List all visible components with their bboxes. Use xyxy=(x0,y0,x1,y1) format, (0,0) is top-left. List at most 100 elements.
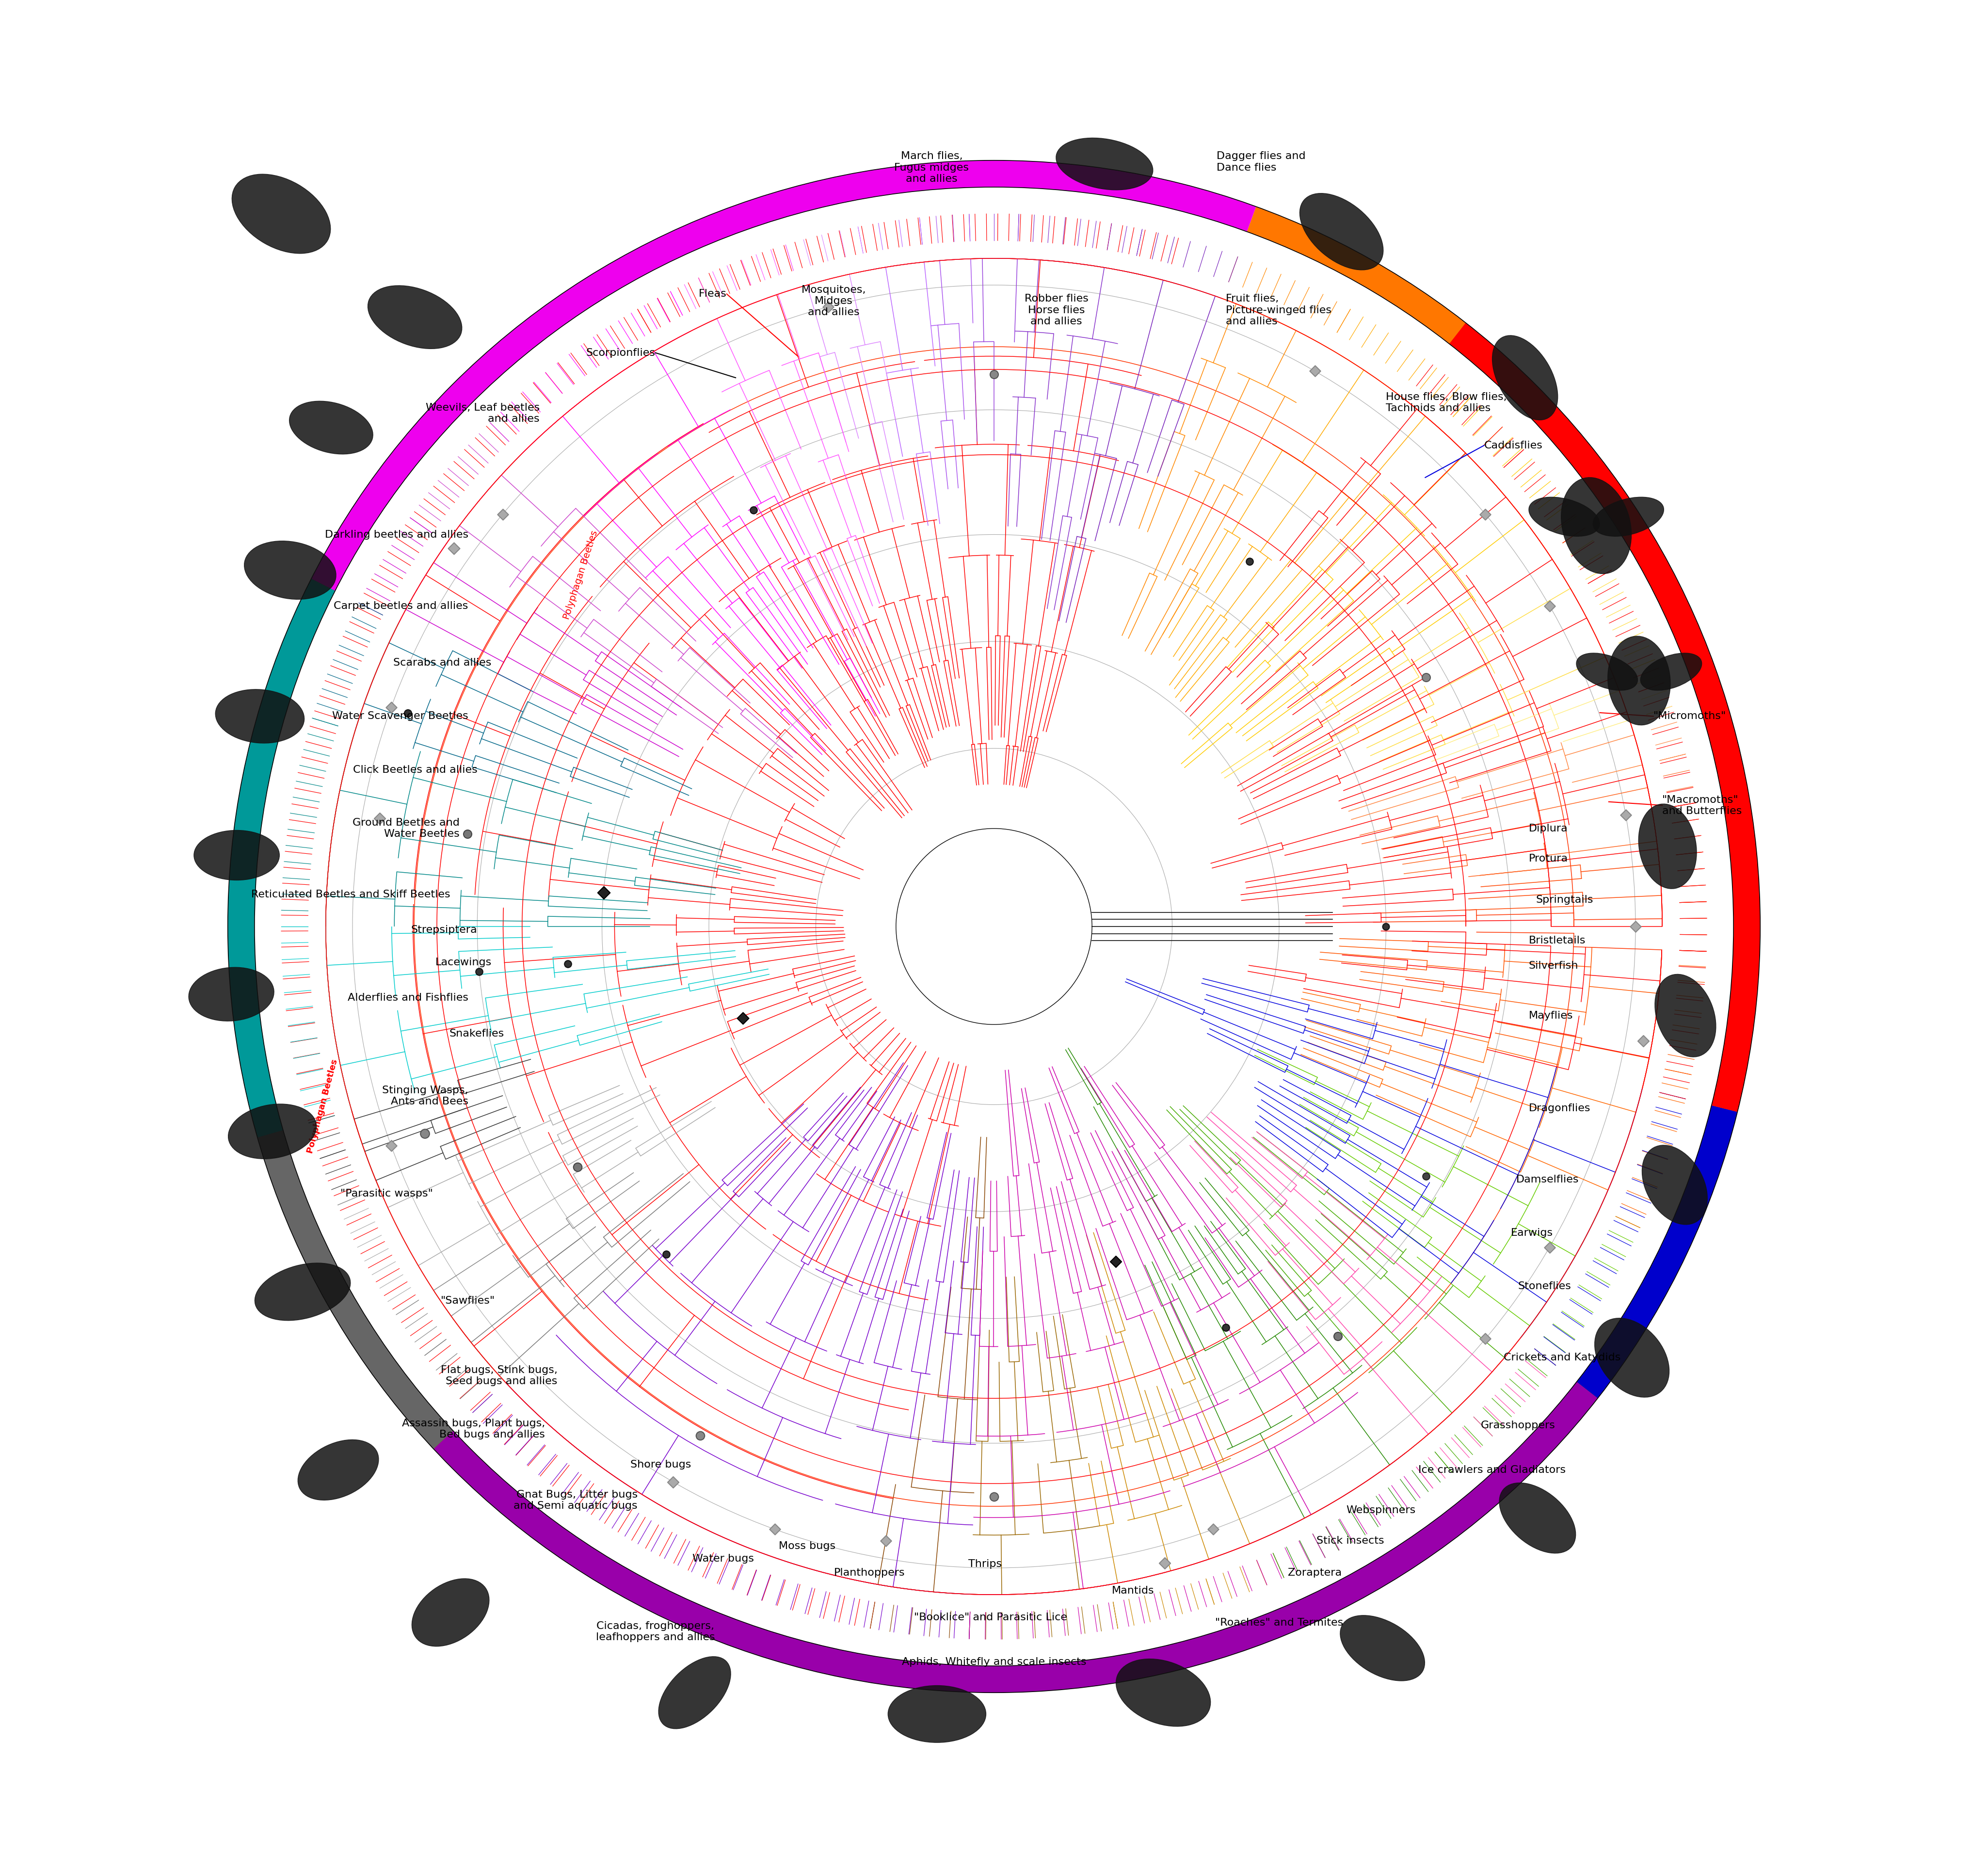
Text: Earwigs: Earwigs xyxy=(1511,1229,1553,1238)
Ellipse shape xyxy=(254,1264,350,1321)
Ellipse shape xyxy=(245,541,336,599)
Text: Scorpionflies: Scorpionflies xyxy=(586,348,656,358)
Point xyxy=(463,956,495,986)
Text: Water Scavenger Beetles: Water Scavenger Beetles xyxy=(332,712,469,721)
Text: "Booklice" and Parasitic Lice: "Booklice" and Parasitic Lice xyxy=(914,1612,1068,1621)
Text: Water bugs: Water bugs xyxy=(692,1553,753,1564)
Point xyxy=(759,1514,791,1544)
Point xyxy=(1620,912,1652,941)
Point xyxy=(553,949,584,978)
Point xyxy=(728,1002,759,1032)
Point xyxy=(451,819,483,849)
Ellipse shape xyxy=(889,1686,986,1742)
Text: Silverfish: Silverfish xyxy=(1529,962,1578,971)
Ellipse shape xyxy=(1640,652,1702,691)
Text: Fleas: Fleas xyxy=(698,289,728,298)
Point xyxy=(561,1153,592,1182)
Text: Dagger flies and
Dance flies: Dagger flies and Dance flies xyxy=(1217,152,1306,172)
Ellipse shape xyxy=(229,1104,316,1158)
Point xyxy=(684,1421,716,1451)
Polygon shape xyxy=(1294,1240,1688,1627)
Point xyxy=(410,1119,441,1149)
Text: House flies, Blow flies,
Tachinids and allies: House flies, Blow flies, Tachinids and a… xyxy=(1386,393,1507,413)
Point xyxy=(978,1482,1010,1512)
Text: Robber flies
Horse flies
and allies: Robber flies Horse flies and allies xyxy=(1024,295,1087,326)
Ellipse shape xyxy=(1056,137,1153,189)
Text: Lacewings: Lacewings xyxy=(435,958,491,967)
Ellipse shape xyxy=(290,400,374,454)
Text: Gnat Bugs, Litter bugs
and Semi aquatic bugs: Gnat Bugs, Litter bugs and Semi aquatic … xyxy=(513,1490,638,1510)
Point xyxy=(1610,800,1642,830)
Point xyxy=(1211,1314,1242,1343)
Text: Mantids: Mantids xyxy=(1111,1586,1155,1595)
Text: Ground Beetles and
Water Beetles: Ground Beetles and Water Beetles xyxy=(352,817,459,839)
Point xyxy=(376,1130,408,1160)
Text: "Micromoths": "Micromoths" xyxy=(1654,712,1726,721)
Text: Snakeflies: Snakeflies xyxy=(449,1028,505,1038)
Polygon shape xyxy=(1576,1106,1738,1399)
Ellipse shape xyxy=(1608,636,1670,725)
Polygon shape xyxy=(1246,206,1759,1251)
Ellipse shape xyxy=(1499,1482,1576,1553)
Text: Zoraptera: Zoraptera xyxy=(1288,1568,1342,1577)
Text: Shore bugs: Shore bugs xyxy=(630,1460,692,1469)
Text: Mosquitoes,
Midges
and allies: Mosquitoes, Midges and allies xyxy=(801,285,867,317)
Point xyxy=(487,498,519,528)
Point xyxy=(392,699,423,728)
Polygon shape xyxy=(258,1130,453,1449)
Point xyxy=(1099,1247,1131,1277)
Ellipse shape xyxy=(1592,497,1664,536)
Ellipse shape xyxy=(1576,652,1638,691)
Text: Polyphagan Beetles: Polyphagan Beetles xyxy=(306,1058,340,1154)
Point xyxy=(1298,356,1330,385)
Point xyxy=(364,804,396,834)
Text: Cicadas, froghoppers,
leafhoppers and allies: Cicadas, froghoppers, leafhoppers and al… xyxy=(596,1621,716,1642)
Text: Click Beetles and allies: Click Beetles and allies xyxy=(352,765,477,775)
Ellipse shape xyxy=(1300,193,1384,271)
Text: Planthoppers: Planthoppers xyxy=(833,1568,905,1577)
Ellipse shape xyxy=(1493,335,1559,421)
Point xyxy=(811,293,843,322)
Text: Crickets and Katydids: Crickets and Katydids xyxy=(1503,1353,1620,1362)
Point xyxy=(437,534,469,563)
Point xyxy=(871,1525,903,1555)
Point xyxy=(650,1240,682,1269)
Text: Damselflies: Damselflies xyxy=(1517,1175,1578,1184)
Text: Strepsiptera: Strepsiptera xyxy=(412,925,477,936)
Text: "Macromoths"
and Butterflies: "Macromoths" and Butterflies xyxy=(1662,795,1741,815)
Polygon shape xyxy=(433,1382,1598,1692)
Polygon shape xyxy=(229,263,865,1681)
Point xyxy=(1469,1325,1501,1355)
Point xyxy=(1469,498,1501,528)
Text: Stick insects: Stick insects xyxy=(1316,1536,1384,1545)
Text: "Sawflies": "Sawflies" xyxy=(441,1295,495,1306)
Point xyxy=(658,1468,690,1497)
Text: Weevils, Leaf beetles
and allies: Weevils, Leaf beetles and allies xyxy=(425,402,539,424)
Point xyxy=(978,359,1010,389)
Ellipse shape xyxy=(298,1440,378,1501)
Text: Darkling beetles and allies: Darkling beetles and allies xyxy=(324,530,469,539)
Text: Reticulated Beetles and Skiff Beetles: Reticulated Beetles and Skiff Beetles xyxy=(250,889,451,899)
Point xyxy=(1235,547,1266,576)
Text: March flies,
Fugus midges
and allies: March flies, Fugus midges and allies xyxy=(895,152,968,183)
Point xyxy=(1533,591,1565,621)
Ellipse shape xyxy=(1594,1317,1670,1397)
Ellipse shape xyxy=(1638,804,1696,889)
Ellipse shape xyxy=(412,1579,489,1645)
Point xyxy=(1628,1027,1660,1056)
Ellipse shape xyxy=(1115,1658,1211,1727)
Text: Polyphagan Beetles: Polyphagan Beetles xyxy=(563,530,598,621)
Point xyxy=(1149,1549,1181,1579)
Text: Springtails: Springtails xyxy=(1535,895,1592,904)
Polygon shape xyxy=(312,161,1256,591)
Ellipse shape xyxy=(189,967,274,1021)
Polygon shape xyxy=(861,1603,1306,1692)
Text: Diplura: Diplura xyxy=(1529,823,1569,834)
Point xyxy=(1370,912,1402,941)
Text: Stinging Wasps,
Ants and Bees: Stinging Wasps, Ants and Bees xyxy=(382,1086,469,1106)
Text: Caddisflies: Caddisflies xyxy=(1483,441,1543,450)
Text: Moss bugs: Moss bugs xyxy=(779,1542,835,1551)
Point xyxy=(1409,1162,1441,1191)
Text: Alderflies and Fishflies: Alderflies and Fishflies xyxy=(348,993,469,1002)
Text: "Parasitic wasps": "Parasitic wasps" xyxy=(340,1190,433,1199)
